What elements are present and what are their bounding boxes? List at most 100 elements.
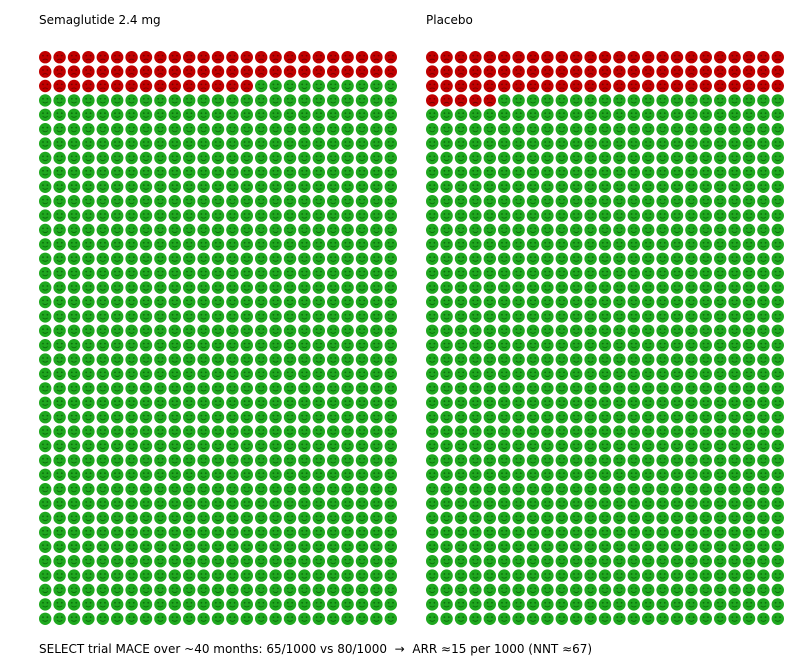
person-icon-no-event: [82, 396, 95, 409]
person-icon-no-event: [512, 137, 525, 150]
person-icon-no-event: [255, 281, 268, 294]
person-icon-no-event: [627, 367, 640, 381]
person-icon-no-event: [226, 511, 239, 525]
person-icon-no-event: [197, 195, 210, 208]
person-icon-no-event: [139, 598, 153, 611]
person-icon-no-event: [541, 555, 554, 568]
person-icon-no-event: [670, 223, 684, 237]
person-icon-no-event: [742, 151, 756, 165]
person-icon-no-event: [82, 310, 95, 323]
person-icon-no-event: [197, 612, 210, 625]
person-icon-no-event: [197, 483, 210, 496]
person-icon-event: [226, 65, 239, 78]
person-icon-no-event: [426, 223, 439, 237]
person-icon-no-event: [226, 396, 239, 409]
person-icon-no-event: [699, 252, 712, 265]
person-icon-no-event: [699, 281, 712, 294]
person-icon-no-event: [714, 339, 727, 352]
person-icon-no-event: [469, 180, 482, 193]
person-icon-no-event: [226, 468, 239, 481]
person-icon-no-event: [154, 583, 167, 597]
person-icon-no-event: [656, 209, 669, 222]
person-icon-no-event: [512, 353, 525, 366]
person-icon-no-event: [298, 526, 311, 539]
person-icon-no-event: [670, 238, 684, 251]
person-icon-event: [570, 65, 583, 78]
person-icon-no-event: [469, 123, 482, 136]
person-icon-event: [584, 65, 597, 78]
person-icon-no-event: [341, 511, 354, 525]
person-icon-no-event: [53, 324, 66, 337]
person-icon-no-event: [454, 483, 468, 496]
person-icon-no-event: [440, 382, 453, 395]
person-icon-no-event: [613, 454, 626, 467]
person-icon-no-event: [771, 569, 784, 582]
person-icon-event: [39, 65, 52, 78]
person-icon-no-event: [685, 180, 698, 193]
person-icon-no-event: [255, 353, 268, 366]
person-icon-no-event: [384, 310, 397, 323]
person-icon-event: [613, 65, 626, 78]
person-icon-no-event: [426, 583, 439, 597]
person-icon-no-event: [197, 223, 210, 237]
person-icon-no-event: [742, 454, 756, 467]
person-icon-no-event: [584, 612, 597, 625]
person-icon-no-event: [298, 238, 311, 251]
person-icon-no-event: [355, 137, 369, 150]
person-icon-no-event: [269, 569, 282, 582]
person-icon-no-event: [154, 612, 167, 625]
person-icon-no-event: [627, 411, 640, 424]
person-icon-no-event: [269, 123, 282, 136]
person-icon-no-event: [526, 425, 540, 438]
person-icon-no-event: [111, 252, 124, 265]
person-icon-no-event: [226, 238, 239, 251]
person-icon-no-event: [685, 367, 698, 381]
person-icon-no-event: [771, 454, 784, 467]
person-icon-no-event: [226, 425, 239, 438]
person-icon-no-event: [370, 468, 383, 481]
person-icon-no-event: [355, 425, 369, 438]
person-icon-no-event: [498, 94, 511, 107]
person-icon-no-event: [82, 137, 95, 150]
person-icon-event: [240, 79, 253, 93]
person-icon-no-event: [269, 411, 282, 424]
person-icon-no-event: [469, 252, 482, 265]
person-icon-no-event: [183, 367, 196, 381]
person-icon-no-event: [312, 281, 325, 294]
person-icon-no-event: [211, 583, 225, 597]
person-icon-no-event: [512, 425, 525, 438]
person-icon-no-event: [312, 252, 325, 265]
person-icon-no-event: [469, 511, 482, 525]
person-icon-no-event: [613, 166, 626, 179]
person-icon-no-event: [154, 569, 167, 582]
person-icon-no-event: [111, 123, 124, 136]
person-icon-no-event: [469, 310, 482, 323]
person-icon-no-event: [757, 555, 770, 568]
person-icon-no-event: [757, 454, 770, 467]
person-icon-no-event: [269, 583, 282, 597]
person-icon-event: [327, 65, 340, 78]
person-icon-no-event: [483, 583, 496, 597]
person-icon-no-event: [512, 209, 525, 222]
person-icon-no-event: [642, 94, 655, 107]
person-icon-no-event: [483, 223, 496, 237]
person-icon-no-event: [312, 511, 325, 525]
person-icon-no-event: [526, 439, 540, 453]
person-icon-no-event: [656, 569, 669, 582]
person-icon-no-event: [512, 94, 525, 107]
person-icon-event: [742, 79, 756, 93]
person-icon-no-event: [642, 281, 655, 294]
person-icon-no-event: [168, 151, 181, 165]
person-icon-no-event: [613, 483, 626, 496]
person-icon-no-event: [211, 511, 225, 525]
person-icon-event: [469, 79, 482, 93]
person-icon-no-event: [512, 166, 525, 179]
person-icon-no-event: [82, 123, 95, 136]
person-icon-no-event: [370, 137, 383, 150]
person-icon-no-event: [483, 123, 496, 136]
person-icon-no-event: [298, 612, 311, 625]
person-icon-no-event: [728, 209, 741, 222]
person-icon-event: [627, 79, 640, 93]
person-icon-no-event: [728, 598, 741, 611]
person-icon-no-event: [39, 324, 52, 337]
